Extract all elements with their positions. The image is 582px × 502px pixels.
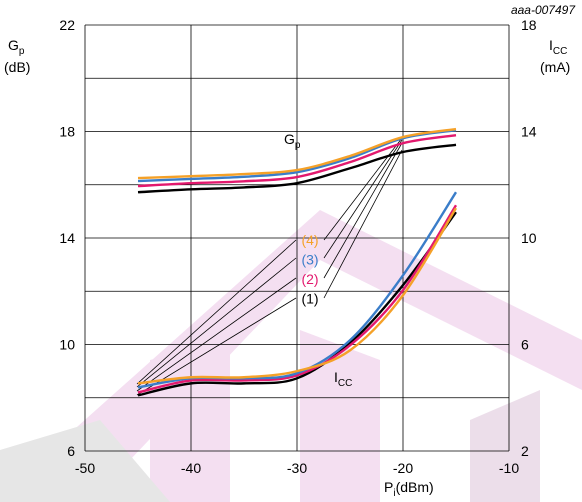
y2-tick-label: 2 — [521, 443, 529, 459]
y-tick-label: 6 — [67, 443, 75, 459]
y-tick-label: 18 — [59, 124, 75, 140]
legend-label: (3) — [301, 252, 318, 268]
series-line — [137, 143, 457, 194]
y2-tick-label: 6 — [521, 337, 529, 353]
y2-tick-label: 14 — [521, 124, 537, 140]
figure-id: aaa-007497 — [511, 3, 576, 17]
y-tick-label: 22 — [59, 17, 75, 33]
series-line — [137, 211, 457, 397]
gp-annotation: Gp — [284, 131, 301, 151]
y2-tick-label: 18 — [521, 17, 537, 33]
y2-tick-label: 10 — [521, 230, 537, 246]
y-axis-label: Gp (dB) — [4, 37, 30, 75]
watermark — [0, 210, 582, 502]
x-tick-label: -20 — [393, 460, 413, 476]
y2-axis-label: ICC (mA) — [540, 37, 570, 75]
x-tick-label: -30 — [287, 460, 307, 476]
legend-label: (2) — [301, 271, 318, 287]
x-tick-label: -40 — [181, 460, 201, 476]
series-line — [137, 134, 457, 188]
series-line — [137, 207, 458, 385]
x-tick-label: -50 — [75, 460, 95, 476]
legend-label: (1) — [301, 291, 318, 307]
y-tick-label: 10 — [59, 337, 75, 353]
legend-label: (4) — [301, 232, 318, 248]
leader-lines — [136, 137, 403, 396]
series-line — [137, 204, 458, 394]
x-tick-label: -10 — [499, 460, 519, 476]
y-tick-label: 14 — [59, 230, 75, 246]
x-axis-label: Pi(dBm) — [384, 479, 434, 499]
icc-annotation: ICC — [334, 369, 352, 389]
series-line — [137, 127, 457, 180]
